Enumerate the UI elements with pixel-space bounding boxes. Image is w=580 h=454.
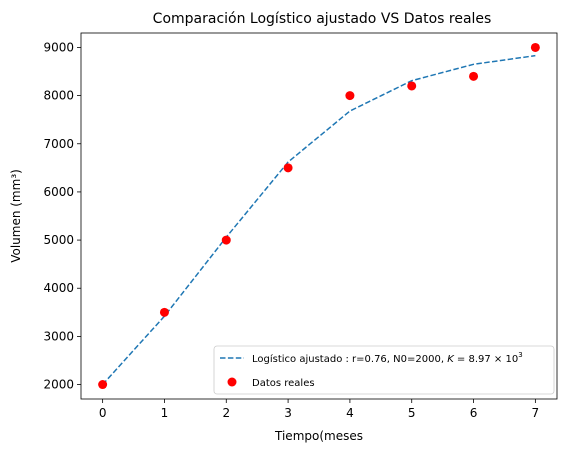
y-axis: 2000 3000 4000 5000 6000 7000 8000 9000	[43, 40, 81, 392]
legend: Logístico ajustado : r=0.76, N0=2000, K …	[213, 345, 555, 395]
x-axis-label: Tiempo(meses	[274, 429, 363, 443]
data-point	[98, 380, 108, 390]
y-tick-label: 8000	[43, 89, 74, 103]
y-tick-label: 5000	[43, 233, 74, 247]
x-tick-label: 6	[470, 406, 478, 420]
legend-point-swatch	[227, 377, 237, 387]
data-point	[530, 42, 540, 52]
legend-label-real-data: Datos reales	[252, 378, 315, 389]
data-point	[221, 235, 231, 245]
legend-logistic-prefix: Logístico ajustado : r=0.76, N0=2000,	[252, 353, 447, 365]
data-point	[159, 307, 169, 317]
legend-logistic-exp: 3	[518, 351, 522, 359]
legend-frame	[213, 345, 555, 395]
y-tick-label: 9000	[43, 40, 74, 54]
x-tick-label: 4	[346, 406, 354, 420]
data-point	[283, 163, 293, 173]
x-tick-label: 7	[532, 406, 540, 420]
series-logistic-fit	[102, 54, 536, 386]
plot-frame	[80, 32, 558, 400]
logistic-fit-line	[102, 54, 536, 386]
y-tick-label: 2000	[43, 378, 74, 392]
plot-area	[80, 32, 558, 400]
data-point	[469, 71, 479, 81]
legend-label-logistic: Logístico ajustado : r=0.76, N0=2000, K …	[252, 351, 523, 365]
y-axis-label: Volumen (mm³)	[9, 169, 23, 263]
x-tick-label: 1	[161, 406, 169, 420]
chart-title: Comparación Logístico ajustado VS Datos …	[153, 11, 492, 27]
data-point	[345, 91, 355, 101]
y-tick-label: 3000	[43, 329, 74, 343]
legend-logistic-eq: = 8.97 × 10	[454, 354, 518, 365]
y-tick-label: 6000	[43, 185, 74, 199]
y-tick-label: 7000	[43, 137, 74, 151]
x-tick-label: 0	[99, 406, 107, 420]
data-point	[407, 81, 417, 91]
x-axis: 0 1 2 3 4 5 6 7	[99, 399, 539, 420]
y-tick-label: 4000	[43, 281, 74, 295]
x-tick-label: 3	[284, 406, 292, 420]
series-real-data	[98, 42, 540, 390]
legend-logistic-k: K	[447, 354, 455, 365]
x-tick-label: 5	[408, 406, 416, 420]
x-tick-label: 2	[222, 406, 230, 420]
